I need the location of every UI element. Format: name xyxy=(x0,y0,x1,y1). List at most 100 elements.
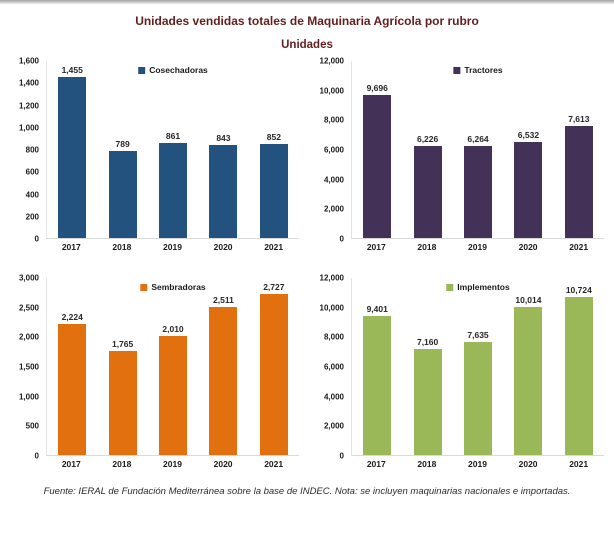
y-axis-tick-label: 3,000 xyxy=(18,273,39,283)
y-axis-tick-label: 1,000 xyxy=(18,123,39,133)
bar-tractores-2018 xyxy=(413,146,442,238)
y-axis-tick-label: 6,000 xyxy=(323,145,344,155)
x-axis-label: 2021 xyxy=(569,459,589,469)
y-axis-tractores: 0 2,000 4,000 6,000 8,000 10,000 12,000 xyxy=(315,57,351,244)
bar-tractores-2017 xyxy=(363,94,392,238)
bar-slot: 6,226 xyxy=(402,61,452,238)
chart-cosechadoras: 0 200 400 600 800 1,000 1,200 1,400 1,600 Cosecha… xyxy=(10,57,299,252)
legend-cosechadoras: Cosechadoras xyxy=(138,65,208,75)
plot-row-sembradoras: 0 500 1,000 1,500 2,000 2,500 3,000 Sembradoras… xyxy=(10,274,299,461)
bar-value-label: 2,010 xyxy=(162,324,184,335)
x-axis-cosechadoras: 2017 2018 2019 2020 2021 xyxy=(46,242,299,252)
x-axis-implementos: 2017 2018 2019 2020 2021 xyxy=(351,459,604,469)
bar-value-label: 2,224 xyxy=(61,311,83,322)
bar-slot: 2,511 xyxy=(198,278,248,455)
y-axis-tick-label: 1,500 xyxy=(18,362,39,372)
legend-swatch-icon xyxy=(138,66,146,74)
bar-tractores-2020 xyxy=(514,141,543,238)
bar-implementos-2019 xyxy=(464,342,493,455)
bar-value-label: 7,635 xyxy=(467,330,489,341)
bar-slot: 843 xyxy=(198,61,248,238)
bar-value-label: 6,532 xyxy=(517,129,540,140)
top-border-strip xyxy=(0,0,614,4)
plot-area-tractores: Tractores 9,696 6,226 6,264 6,532 7,613 xyxy=(351,61,604,239)
y-axis-tick-label: 1,200 xyxy=(18,101,39,110)
bar-value-label: 7,160 xyxy=(416,337,439,348)
x-axis-label: 2021 xyxy=(264,459,284,469)
bar-value-label: 789 xyxy=(115,138,130,149)
y-axis-tick-label: 2,000 xyxy=(18,332,39,342)
bar-cosechadoras-2017 xyxy=(58,77,87,238)
y-axis-tick-label: 800 xyxy=(25,145,39,155)
x-axis-label: 2018 xyxy=(417,242,437,252)
y-axis-tick-label: 1,000 xyxy=(18,392,39,402)
bar-sembradoras-2019 xyxy=(159,336,188,455)
legend-swatch-icon xyxy=(453,66,461,74)
bar-value-label: 861 xyxy=(165,130,181,141)
legend-sembradoras: Sembradoras xyxy=(140,282,206,292)
plot-row-implementos: 0 2,000 4,000 6,000 8,000 10,000 12,000 Impleme… xyxy=(315,274,604,461)
y-axis-tick-label: 0 xyxy=(339,451,344,461)
bar-cosechadoras-2019 xyxy=(159,142,188,238)
y-axis-cosechadoras: 0 200 400 600 800 1,000 1,200 1,400 1,600 xyxy=(10,57,46,244)
x-axis-label: 2021 xyxy=(264,242,284,252)
bar-slot: 852 xyxy=(249,61,299,238)
y-axis-tick-label: 10,000 xyxy=(319,86,344,96)
legend-label: Tractores xyxy=(464,65,503,75)
bar-slot: 1,455 xyxy=(47,61,97,238)
bar-value-label: 2,511 xyxy=(213,294,234,305)
bar-cosechadoras-2018 xyxy=(108,150,137,238)
x-axis-label: 2018 xyxy=(112,242,132,252)
plot-area-implementos: Implementos 9,401 7,160 7,635 10,014 10,724 xyxy=(351,278,604,456)
y-axis-tick-label: 2,500 xyxy=(18,303,39,313)
bar-value-label: 10,724 xyxy=(565,284,592,295)
x-axis-label: 2019 xyxy=(163,242,182,252)
y-axis-tick-label: 8,000 xyxy=(323,332,344,342)
y-axis-tick-label: 600 xyxy=(25,167,39,177)
bar-implementos-2018 xyxy=(413,349,442,455)
legend-tractores: Tractores xyxy=(453,65,503,75)
charts-grid: 0 200 400 600 800 1,000 1,200 1,400 1,600 Cosecha… xyxy=(0,51,614,469)
y-axis-tick-label: 400 xyxy=(25,190,39,199)
y-axis-tick-label: 1,400 xyxy=(18,78,39,88)
bar-sembradoras-2017 xyxy=(58,323,87,455)
x-axis-label: 2020 xyxy=(518,459,538,469)
bar-implementos-2017 xyxy=(363,316,392,455)
bar-slot: 10,014 xyxy=(503,278,553,455)
y-axis-tick-label: 6,000 xyxy=(323,362,344,372)
x-axis-label: 2020 xyxy=(518,242,538,252)
report-page: Unidades vendidas totales de Maquinaria … xyxy=(0,0,614,497)
bar-slot: 7,160 xyxy=(402,278,452,455)
bar-cosechadoras-2021 xyxy=(259,143,288,238)
plot-area-sembradoras: Sembradoras 2,224 1,765 2,010 2,511 2,727 xyxy=(46,278,299,456)
x-axis-label: 2017 xyxy=(366,459,386,469)
y-axis-tick-label: 10,000 xyxy=(319,303,344,313)
bar-value-label: 6,264 xyxy=(467,133,489,144)
y-axis-tick-label: 0 xyxy=(34,451,39,461)
bar-slot: 1,765 xyxy=(97,278,147,455)
x-axis-sembradoras: 2017 2018 2019 2020 2021 xyxy=(46,459,299,469)
x-axis-label: 2018 xyxy=(417,459,437,469)
legend-label: Sembradoras xyxy=(151,282,206,292)
x-axis-label: 2019 xyxy=(163,459,182,469)
page-subtitle: Unidades xyxy=(281,39,333,51)
bar-slot: 2,010 xyxy=(148,278,198,455)
x-axis-label: 2018 xyxy=(112,459,132,469)
y-axis-tick-label: 12,000 xyxy=(319,273,344,283)
bar-slot: 7,635 xyxy=(453,278,503,455)
chart-tractores: 0 2,000 4,000 6,000 8,000 10,000 12,000 Tractor… xyxy=(315,57,604,252)
y-axis-tick-label: 8,000 xyxy=(323,115,344,125)
bar-cosechadoras-2020 xyxy=(209,144,238,238)
bar-value-label: 9,696 xyxy=(366,82,388,93)
bar-tractores-2021 xyxy=(564,125,593,238)
plot-row-cosechadoras: 0 200 400 600 800 1,000 1,200 1,400 1,600 Cosecha… xyxy=(10,57,299,244)
plot-row-tractores: 0 2,000 4,000 6,000 8,000 10,000 12,000 Tractor… xyxy=(315,57,604,244)
bar-implementos-2020 xyxy=(514,307,543,455)
bar-value-label: 7,613 xyxy=(568,113,590,124)
bar-slot: 7,613 xyxy=(554,61,604,238)
bar-value-label: 10,014 xyxy=(515,295,542,306)
y-axis-sembradoras: 0 500 1,000 1,500 2,000 2,500 3,000 xyxy=(10,274,46,461)
bar-value-label: 852 xyxy=(266,131,281,142)
y-axis-tick-label: 4,000 xyxy=(323,175,344,185)
chart-sembradoras: 0 500 1,000 1,500 2,000 2,500 3,000 Sembradoras… xyxy=(10,274,299,469)
